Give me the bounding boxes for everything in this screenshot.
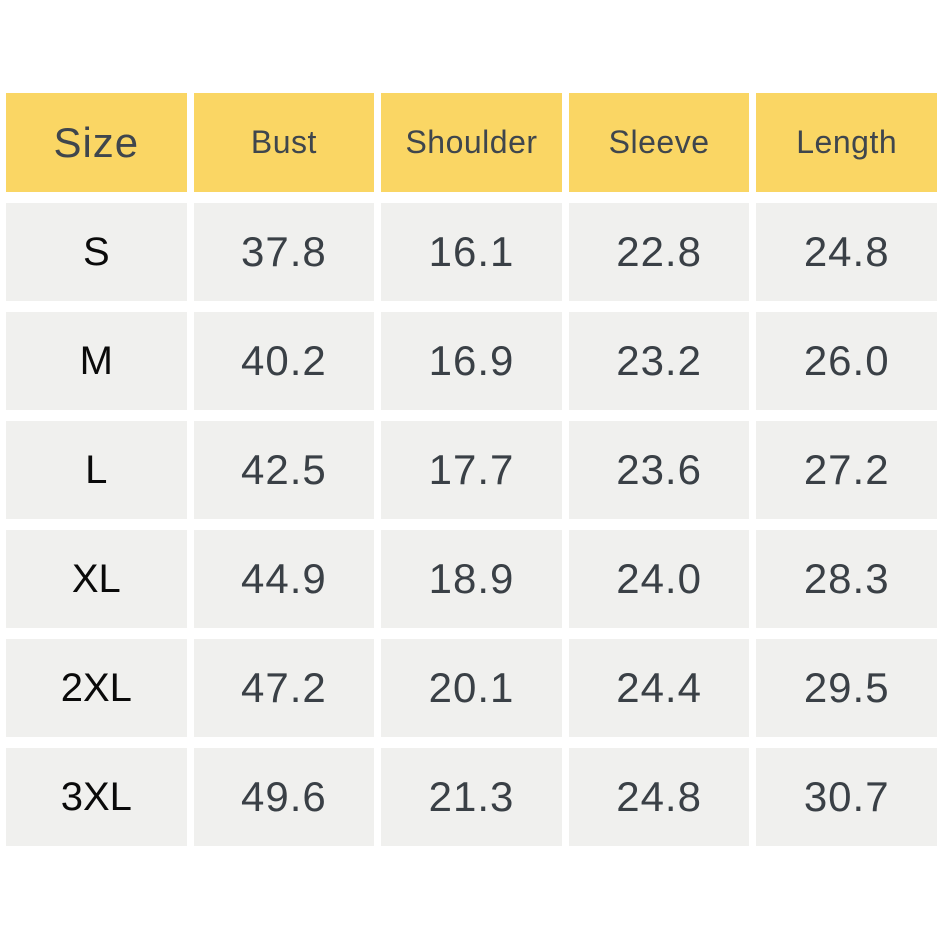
sleeve-value: 23.2: [568, 312, 750, 410]
size-label: M: [6, 312, 187, 410]
sleeve-value: 24.4: [568, 639, 750, 737]
length-value: 24.8: [756, 203, 937, 301]
length-value: 26.0: [756, 312, 937, 410]
column-header-length: Length: [756, 93, 937, 192]
bust-value: 42.5: [193, 421, 375, 519]
column-header-shoulder: Shoulder: [381, 93, 562, 192]
sleeve-value: 24.0: [568, 530, 750, 628]
size-label: 2XL: [6, 639, 187, 737]
size-label: S: [6, 203, 187, 301]
size-label: L: [6, 421, 187, 519]
bust-value: 49.6: [193, 748, 375, 846]
shoulder-value: 16.9: [381, 312, 562, 410]
bust-value: 37.8: [193, 203, 375, 301]
shoulder-value: 20.1: [381, 639, 562, 737]
bust-value: 47.2: [193, 639, 375, 737]
length-value: 29.5: [756, 639, 937, 737]
length-value: 27.2: [756, 421, 937, 519]
bust-value: 44.9: [193, 530, 375, 628]
size-label: XL: [6, 530, 187, 628]
length-value: 28.3: [756, 530, 937, 628]
shoulder-value: 21.3: [381, 748, 562, 846]
sleeve-value: 22.8: [568, 203, 750, 301]
column-header-size: Size: [6, 93, 187, 192]
size-label: 3XL: [6, 748, 187, 846]
sleeve-value: 24.8: [568, 748, 750, 846]
shoulder-value: 18.9: [381, 530, 562, 628]
length-value: 30.7: [756, 748, 937, 846]
shoulder-value: 17.7: [381, 421, 562, 519]
column-header-bust: Bust: [193, 93, 375, 192]
size-chart-table: Size Bust Shoulder Sleeve Length S 37.8 …: [6, 93, 937, 846]
column-header-sleeve: Sleeve: [568, 93, 750, 192]
sleeve-value: 23.6: [568, 421, 750, 519]
shoulder-value: 16.1: [381, 203, 562, 301]
bust-value: 40.2: [193, 312, 375, 410]
